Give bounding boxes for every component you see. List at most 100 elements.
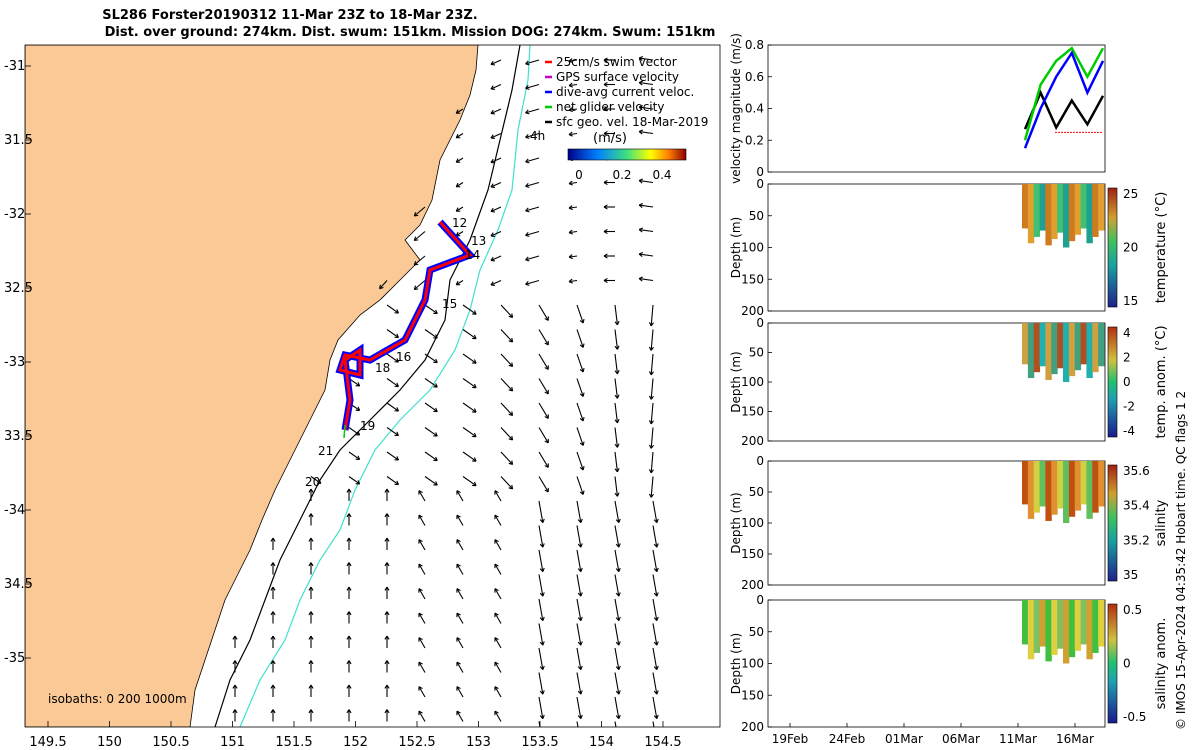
x-tick-label: 01Mar bbox=[885, 732, 923, 746]
y-axis-label: Depth (m) bbox=[729, 492, 743, 553]
colorbar-tick: 0 bbox=[575, 168, 583, 182]
velocity-arrow-head bbox=[308, 488, 314, 493]
isobath-200 bbox=[214, 45, 521, 727]
velocity-arrow-head bbox=[346, 635, 352, 640]
velocity-arrow bbox=[386, 378, 399, 387]
velocity-arrow bbox=[525, 108, 540, 114]
velocity-arrow-head bbox=[539, 567, 545, 573]
velocity-arrow bbox=[413, 255, 426, 266]
velocity-arrow bbox=[652, 647, 658, 670]
x-tick-label: 06Mar bbox=[942, 732, 980, 746]
velocity-arrow bbox=[525, 230, 540, 236]
y-tick-label: 50 bbox=[749, 485, 764, 499]
velocity-arrow-head bbox=[568, 107, 573, 113]
colorbar-tick: -4 bbox=[1123, 424, 1135, 438]
y-tick-label: 100 bbox=[741, 375, 764, 389]
velocity-arrow-head bbox=[346, 513, 352, 518]
y-tick-label: 0 bbox=[756, 593, 764, 607]
velocity-arrow-head bbox=[394, 333, 399, 339]
velocity-arrow-head bbox=[577, 690, 583, 695]
velocity-arrow-head bbox=[539, 518, 545, 524]
lon-tick-label: 152 bbox=[343, 735, 368, 750]
velocity-arrow-head bbox=[270, 635, 276, 640]
velocity-arrow-head bbox=[579, 318, 585, 324]
velocity-arrow bbox=[455, 182, 464, 188]
velocity-arrow bbox=[650, 402, 654, 424]
lon-tick-label: 151 bbox=[220, 735, 245, 750]
velocity-arrow bbox=[576, 623, 582, 646]
velocity-arrow-head bbox=[603, 253, 608, 259]
velocity-arrow bbox=[525, 132, 540, 138]
velocity-arrow-head bbox=[455, 207, 461, 212]
day-label: 15 bbox=[442, 297, 457, 311]
velocity-arrow bbox=[639, 180, 654, 184]
velocity-arrow-head bbox=[418, 514, 423, 520]
y-tick-label: 0 bbox=[756, 177, 764, 191]
velocity-arrow-head bbox=[508, 411, 514, 416]
heatmap-cell bbox=[1068, 323, 1076, 377]
velocity-arrow-head bbox=[653, 592, 659, 597]
velocity-arrow-head bbox=[455, 182, 461, 188]
velocity-arrow bbox=[639, 106, 654, 110]
velocity-arrow bbox=[490, 230, 502, 237]
colorbar-tick: 0 bbox=[1123, 375, 1131, 389]
colorbar-tick: 35.2 bbox=[1123, 533, 1150, 547]
y-tick-label: 50 bbox=[749, 209, 764, 223]
velocity-arrow-head bbox=[638, 55, 644, 61]
velocity-arrow bbox=[462, 329, 477, 340]
y-axis-label: Depth (m) bbox=[729, 217, 743, 278]
velocity-arrow-head bbox=[648, 493, 654, 498]
lon-tick-label: 149.5 bbox=[29, 735, 66, 750]
velocity-arrow bbox=[348, 476, 360, 485]
heatmap-cell bbox=[1039, 184, 1046, 231]
velocity-arrow-head bbox=[456, 539, 461, 544]
heatmap-cell bbox=[1051, 600, 1058, 656]
heatmap-cell bbox=[1080, 323, 1087, 365]
velocity-arrow bbox=[650, 476, 654, 498]
velocity-arrow-head bbox=[525, 207, 530, 213]
velocity-arrow-head bbox=[418, 612, 423, 618]
heatmap-cell bbox=[1086, 600, 1093, 660]
y-tick-label: 50 bbox=[749, 625, 764, 639]
velocity-arrow bbox=[500, 427, 513, 441]
velocity-arrow-head bbox=[490, 109, 495, 115]
velocity-arrow-head bbox=[394, 358, 399, 363]
lat-tick-label: 32.5 bbox=[4, 281, 33, 296]
velocity-arrow bbox=[569, 83, 578, 87]
velocity-arrow-head bbox=[579, 416, 585, 422]
heatmap-cell bbox=[1039, 600, 1046, 647]
y-tick-label: 0.6 bbox=[745, 70, 764, 84]
velocity-arrow-head bbox=[270, 684, 276, 689]
velocity-arrow bbox=[490, 59, 502, 65]
velocity-arrow-head bbox=[616, 739, 620, 743]
y-tick-label: 200 bbox=[741, 434, 764, 448]
heatmap-cell bbox=[1045, 461, 1052, 521]
velocity-arrow bbox=[650, 353, 654, 375]
velocity-arrow bbox=[614, 623, 620, 646]
y-tick-label: 0.2 bbox=[745, 133, 764, 147]
velocity-arrow-head bbox=[577, 592, 583, 597]
velocity-series bbox=[1023, 50, 1105, 149]
velocity-arrow bbox=[650, 304, 654, 326]
velocity-arrow bbox=[418, 514, 426, 526]
velocity-arrow-head bbox=[308, 513, 314, 518]
velocity-arrow bbox=[494, 612, 502, 624]
heatmap-cell bbox=[1098, 461, 1105, 507]
velocity-arrow bbox=[462, 402, 477, 413]
velocity-arrow-head bbox=[539, 616, 545, 622]
velocity-arrow-head bbox=[544, 463, 549, 468]
lon-tick-label: 152.5 bbox=[398, 735, 435, 750]
heatmap-cell bbox=[1033, 323, 1041, 373]
velocity-arrow-head bbox=[384, 562, 390, 567]
velocity-arrow-head bbox=[653, 641, 659, 646]
heatmap-cell bbox=[1045, 600, 1052, 662]
velocity-arrow-head bbox=[638, 202, 644, 208]
velocity-arrow bbox=[418, 661, 426, 673]
velocity-arrow-head bbox=[494, 539, 499, 544]
colorbar-tick: -2 bbox=[1123, 400, 1135, 414]
velocity-arrow bbox=[538, 549, 544, 572]
velocity-arrow bbox=[576, 647, 582, 670]
lon-tick-label: 150 bbox=[97, 735, 122, 750]
velocity-arrow-head bbox=[308, 586, 314, 591]
velocity-arrow bbox=[500, 402, 513, 416]
